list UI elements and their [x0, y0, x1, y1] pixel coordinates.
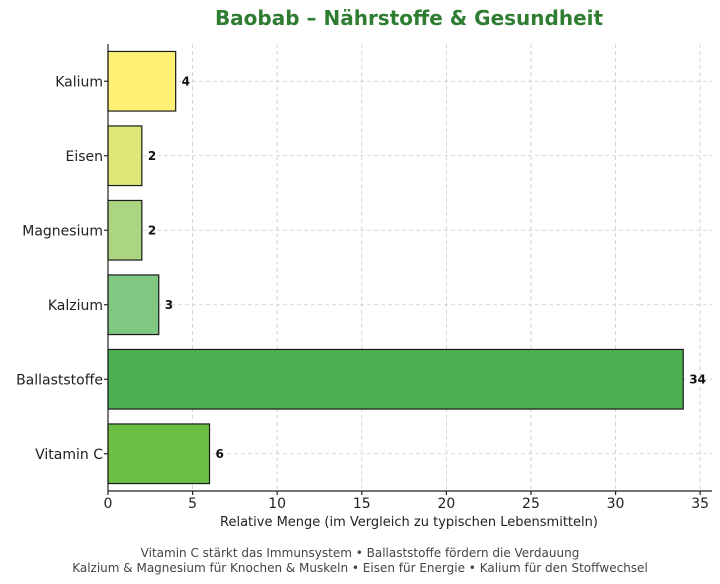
data-label: 6 — [216, 447, 224, 461]
footnote-line-1: Vitamin C stärkt das Immunsystem • Balla… — [141, 546, 580, 560]
y-tick-label: Kalium — [55, 74, 103, 90]
gridlines — [107, 44, 712, 491]
y-tick-label: Kalzium — [48, 298, 103, 314]
bar-magnesium — [107, 199, 143, 261]
tick-labels: Vitamin C Ballaststoffe Kalzium Magnesium Ei… — [16, 74, 709, 512]
y-tick-label: Ballaststoffe — [16, 372, 103, 388]
axes — [104, 44, 712, 495]
bars — [107, 50, 684, 485]
data-label: 3 — [165, 298, 173, 312]
data-label: 2 — [148, 149, 156, 163]
y-tick-label: Magnesium — [22, 223, 103, 239]
x-tick-label: 25 — [522, 496, 540, 512]
x-tick-label: 20 — [437, 496, 455, 512]
data-label: 4 — [182, 74, 190, 88]
data-labels: 6 34 3 2 2 4 — [148, 74, 706, 461]
x-tick-label: 5 — [188, 496, 197, 512]
x-tick-label: 15 — [353, 496, 371, 512]
bar-eisen — [107, 125, 143, 187]
x-tick-label: 10 — [268, 496, 286, 512]
x-axis-label: Relative Menge (im Vergleich zu typische… — [220, 515, 598, 530]
x-tick-label: 0 — [104, 496, 113, 512]
bar-vitamin-c — [107, 423, 211, 485]
bar-ballaststoffe — [107, 348, 684, 410]
data-label: 34 — [689, 372, 706, 386]
data-label: 2 — [148, 223, 156, 237]
x-tick-label: 30 — [607, 496, 625, 512]
bar-kalzium — [107, 274, 160, 336]
chart-title: Baobab – Nährstoffe & Gesundheit — [215, 6, 604, 30]
y-tick-label: Vitamin C — [35, 447, 103, 463]
x-tick-label: 35 — [691, 496, 709, 512]
footnote-line-2: Kalzium & Magnesium für Knochen & Muskel… — [72, 561, 648, 575]
bar-kalium — [107, 50, 177, 112]
y-tick-label: Eisen — [65, 149, 103, 165]
